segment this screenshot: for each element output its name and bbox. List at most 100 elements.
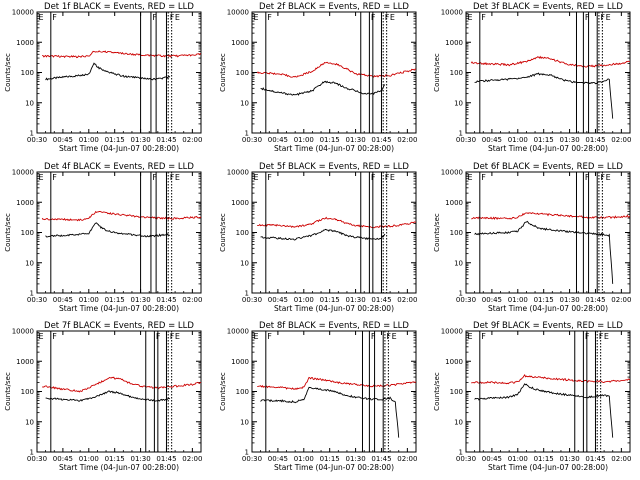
panel-title: Det 2f BLACK = Events, RED = LLD (259, 2, 409, 12)
y-tick-label: 1000 (231, 199, 249, 207)
lld-series-line (257, 376, 416, 391)
flag-letter: F (170, 13, 175, 22)
y-tick-label: 10 (240, 99, 249, 107)
y-tick-label: 10000 (12, 169, 34, 177)
panel-title: Det 4f BLACK = Events, RED = LLD (44, 162, 194, 172)
flag-letter: F (371, 332, 376, 341)
x-tick-label: 01:15 (534, 296, 554, 304)
flag-letter: E (390, 173, 395, 182)
x-tick-label: 01:30 (559, 296, 579, 304)
x-axis-label: Start Time (04-Jun-07 00:28:00) (488, 463, 608, 472)
x-tick-label: 02:00 (397, 296, 417, 304)
y-tick-label: 1 (459, 449, 463, 457)
y-tick-label: 100 (236, 69, 249, 77)
y-axis-label: Counts/sec (219, 372, 227, 411)
lld-series-line (42, 50, 201, 59)
y-tick-label: 10000 (441, 328, 463, 336)
y-tick-label: 100 (450, 229, 463, 237)
x-tick-label: 01:45 (371, 136, 391, 144)
lld-series-line (257, 216, 416, 229)
lld-series-line (471, 374, 630, 385)
flag-letter: F (156, 332, 161, 341)
x-tick-label: 01:30 (345, 296, 365, 304)
lld-series-line (41, 210, 201, 222)
flag-letter: F (152, 173, 157, 182)
events-series-line (474, 72, 614, 119)
x-tick-label: 01:00 (508, 136, 528, 144)
x-tick-label: 01:30 (130, 455, 150, 463)
flag-letter: E (468, 173, 473, 182)
y-tick-label: 1 (245, 130, 249, 138)
x-tick-label: 00:30 (242, 455, 262, 463)
x-axis-label: Start Time (04-Jun-07 00:28:00) (488, 304, 608, 313)
y-tick-label: 100 (450, 69, 463, 77)
events-series-line (45, 390, 171, 402)
x-tick-label: 02:00 (182, 136, 202, 144)
flag-letter: E (39, 173, 44, 182)
x-tick-label: 01:15 (105, 296, 125, 304)
x-tick-label: 00:30 (242, 136, 262, 144)
x-tick-label: 00:30 (456, 455, 476, 463)
y-tick-label: 1 (245, 449, 249, 457)
flag-letter: F (267, 332, 272, 341)
events-series-line (474, 220, 614, 284)
y-tick-label: 10000 (441, 9, 463, 17)
y-tick-label: 1 (459, 130, 463, 138)
y-tick-label: 10 (25, 418, 34, 426)
panel-title: Det 8f BLACK = Events, RED = LLD (259, 321, 409, 331)
y-tick-label: 1000 (16, 199, 34, 207)
x-tick-label: 01:00 (79, 296, 99, 304)
x-axis-label: Start Time (04-Jun-07 00:28:00) (488, 144, 608, 153)
flag-letter: E (606, 173, 611, 182)
x-tick-label: 02:00 (611, 455, 631, 463)
x-tick-label: 00:45 (268, 136, 288, 144)
x-tick-label: 01:00 (508, 296, 528, 304)
x-tick-label: 00:30 (456, 296, 476, 304)
flag-letter: F (170, 173, 175, 182)
flag-letter: E (39, 332, 44, 341)
flag-letter: F (481, 332, 486, 341)
detector-panel: Det 1f BLACK = Events, RED = LLD 1 10 100 10… (4, 2, 202, 153)
panel-title: Det 3f BLACK = Events, RED = LLD (473, 2, 623, 12)
flag-letter: F (170, 332, 175, 341)
flag-letter: E (254, 13, 259, 22)
x-tick-label: 01:15 (534, 455, 554, 463)
x-tick-label: 01:00 (294, 296, 314, 304)
x-tick-label: 01:00 (79, 136, 99, 144)
flag-letter: E (604, 332, 609, 341)
y-axis-label: Counts/sec (433, 372, 441, 411)
y-tick-label: 100 (236, 229, 249, 237)
x-tick-label: 01:15 (320, 136, 340, 144)
events-series-line (474, 383, 614, 438)
detector-panel: Det 6f BLACK = Events, RED = LLD 1 10 100 10… (433, 162, 631, 313)
flag-letter: F (599, 332, 604, 341)
x-tick-label: 00:30 (456, 136, 476, 144)
y-tick-label: 10000 (227, 169, 249, 177)
flag-letter: E (175, 13, 180, 22)
x-tick-label: 01:45 (371, 296, 391, 304)
x-axis-label: Start Time (04-Jun-07 00:28:00) (274, 463, 394, 472)
lld-series-line (470, 55, 630, 68)
x-tick-label: 02:00 (397, 136, 417, 144)
x-tick-label: 01:45 (585, 455, 605, 463)
y-tick-label: 10000 (12, 9, 34, 17)
plot-frame (465, 11, 631, 134)
detector-panel: Det 9f BLACK = Events, RED = LLD 1 10 100 10… (433, 321, 631, 472)
panel-title: Det 9f BLACK = Events, RED = LLD (473, 321, 623, 331)
x-tick-label: 01:30 (130, 296, 150, 304)
y-tick-label: 1 (30, 449, 34, 457)
x-tick-label: 01:45 (371, 455, 391, 463)
flag-letter: E (254, 332, 259, 341)
x-tick-label: 00:45 (53, 136, 73, 144)
y-axis-label: Counts/sec (219, 213, 227, 252)
x-tick-label: 00:45 (482, 136, 502, 144)
x-tick-label: 01:15 (105, 455, 125, 463)
x-tick-label: 01:15 (320, 455, 340, 463)
x-tick-label: 01:00 (294, 455, 314, 463)
flag-letter: F (371, 13, 376, 22)
x-tick-label: 01:45 (156, 455, 176, 463)
events-series-line (45, 222, 171, 238)
panel-title: Det 7f BLACK = Events, RED = LLD (44, 321, 194, 331)
x-tick-label: 02:00 (611, 136, 631, 144)
